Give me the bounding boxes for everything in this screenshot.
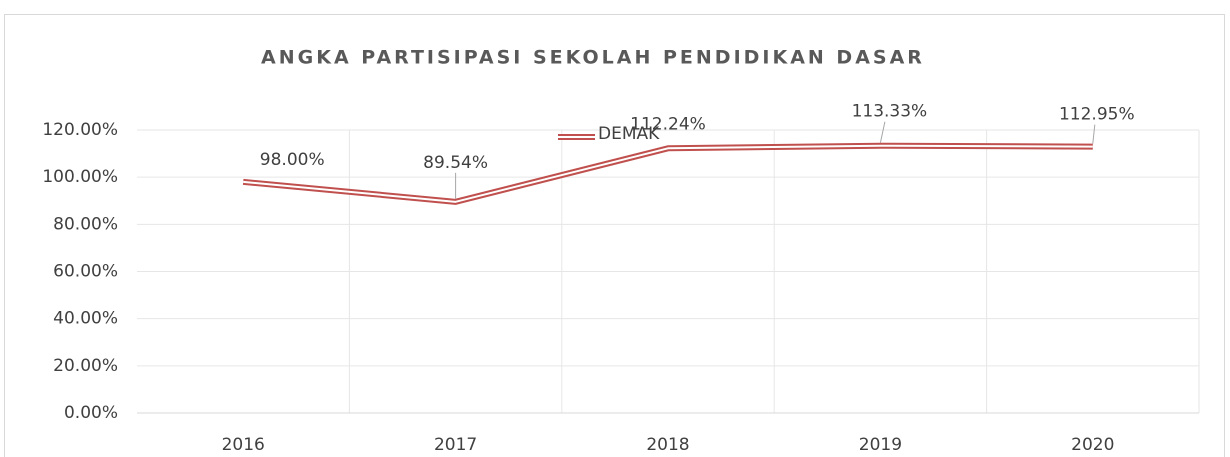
y-tick-label: 80.00%: [53, 214, 118, 234]
leader-line: [1092, 124, 1096, 144]
leader-line: [879, 121, 886, 143]
y-tick-label: 100.00%: [42, 167, 118, 187]
series-line-inner: [243, 144, 1093, 203]
x-tick-label: 2020: [1071, 435, 1114, 455]
y-tick-label: 0.00%: [64, 403, 118, 423]
x-tick-label: 2017: [434, 435, 477, 455]
chart-border: [4, 14, 1225, 457]
data-label: 113.33%: [852, 102, 928, 122]
legend-label: DEMAK: [598, 124, 660, 144]
x-tick-label: 2016: [222, 435, 265, 455]
y-tick-label: 40.00%: [53, 309, 118, 329]
y-tick-label: 60.00%: [53, 262, 118, 282]
y-tick-label: 20.00%: [53, 356, 118, 376]
data-label: 112.24%: [630, 114, 706, 134]
data-label: 98.00%: [260, 150, 325, 170]
data-label: 89.54%: [423, 153, 488, 173]
y-tick-label: 120.00%: [42, 120, 118, 140]
data-label: 112.95%: [1059, 105, 1135, 125]
x-tick-label: 2018: [646, 435, 689, 455]
chart-title: ANGKA PARTISIPASI SEKOLAH PENDIDIKAN DAS…: [261, 47, 925, 69]
x-tick-label: 2019: [859, 435, 902, 455]
